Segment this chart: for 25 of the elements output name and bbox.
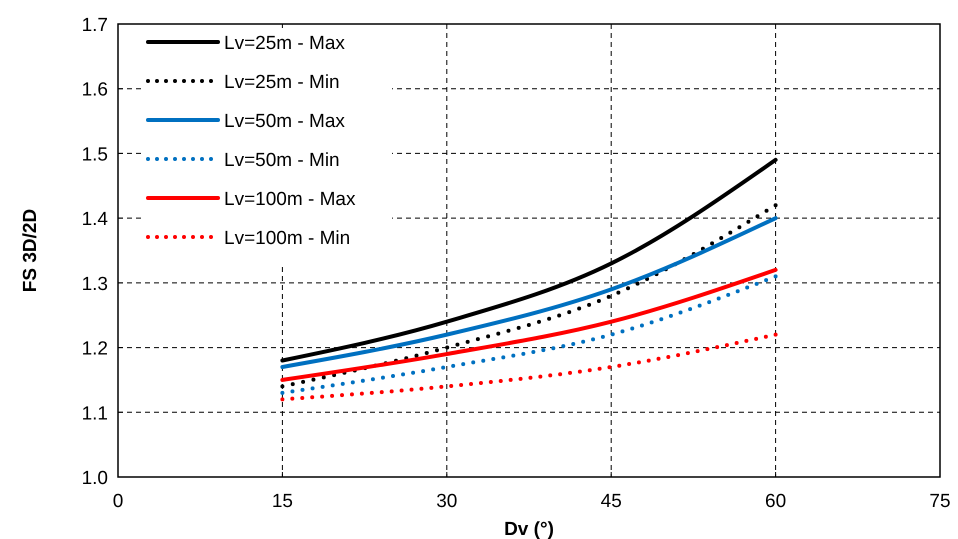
legend-label: Lv=100m - Max [224,189,356,210]
legend-label: Lv=100m - Min [224,228,350,249]
line-series [280,268,778,382]
line-series [280,332,778,402]
x-tick-label: 60 [765,491,786,512]
y-tick-label: 1.5 [82,144,108,166]
legend-label: Lv=50m - Min [224,150,340,171]
legend-label: Lv=25m - Min [224,72,340,93]
y-tick-label: 1.6 [82,80,108,101]
y-tick-label: 1.0 [82,468,108,489]
x-tick-label: 75 [929,491,951,512]
y-tick-label: 1.3 [82,274,108,295]
x-tick-label: 0 [112,491,124,512]
x-tick-label: 15 [272,491,293,512]
y-axis-title: FS 3D/2D [20,208,41,292]
line-series [280,274,778,395]
legend-label: Lv=50m - Max [224,111,346,132]
legend-label: Lv=25m - Max [224,33,346,54]
y-tick-label: 1.2 [82,338,108,360]
x-axis-title: Dv (°) [504,519,554,539]
x-tick-label: 45 [600,491,622,512]
y-tick-label: 1.7 [82,15,108,36]
y-tick-label: 1.1 [82,403,108,424]
y-tick-label: 1.4 [82,209,108,230]
x-tick-label: 30 [436,491,458,512]
